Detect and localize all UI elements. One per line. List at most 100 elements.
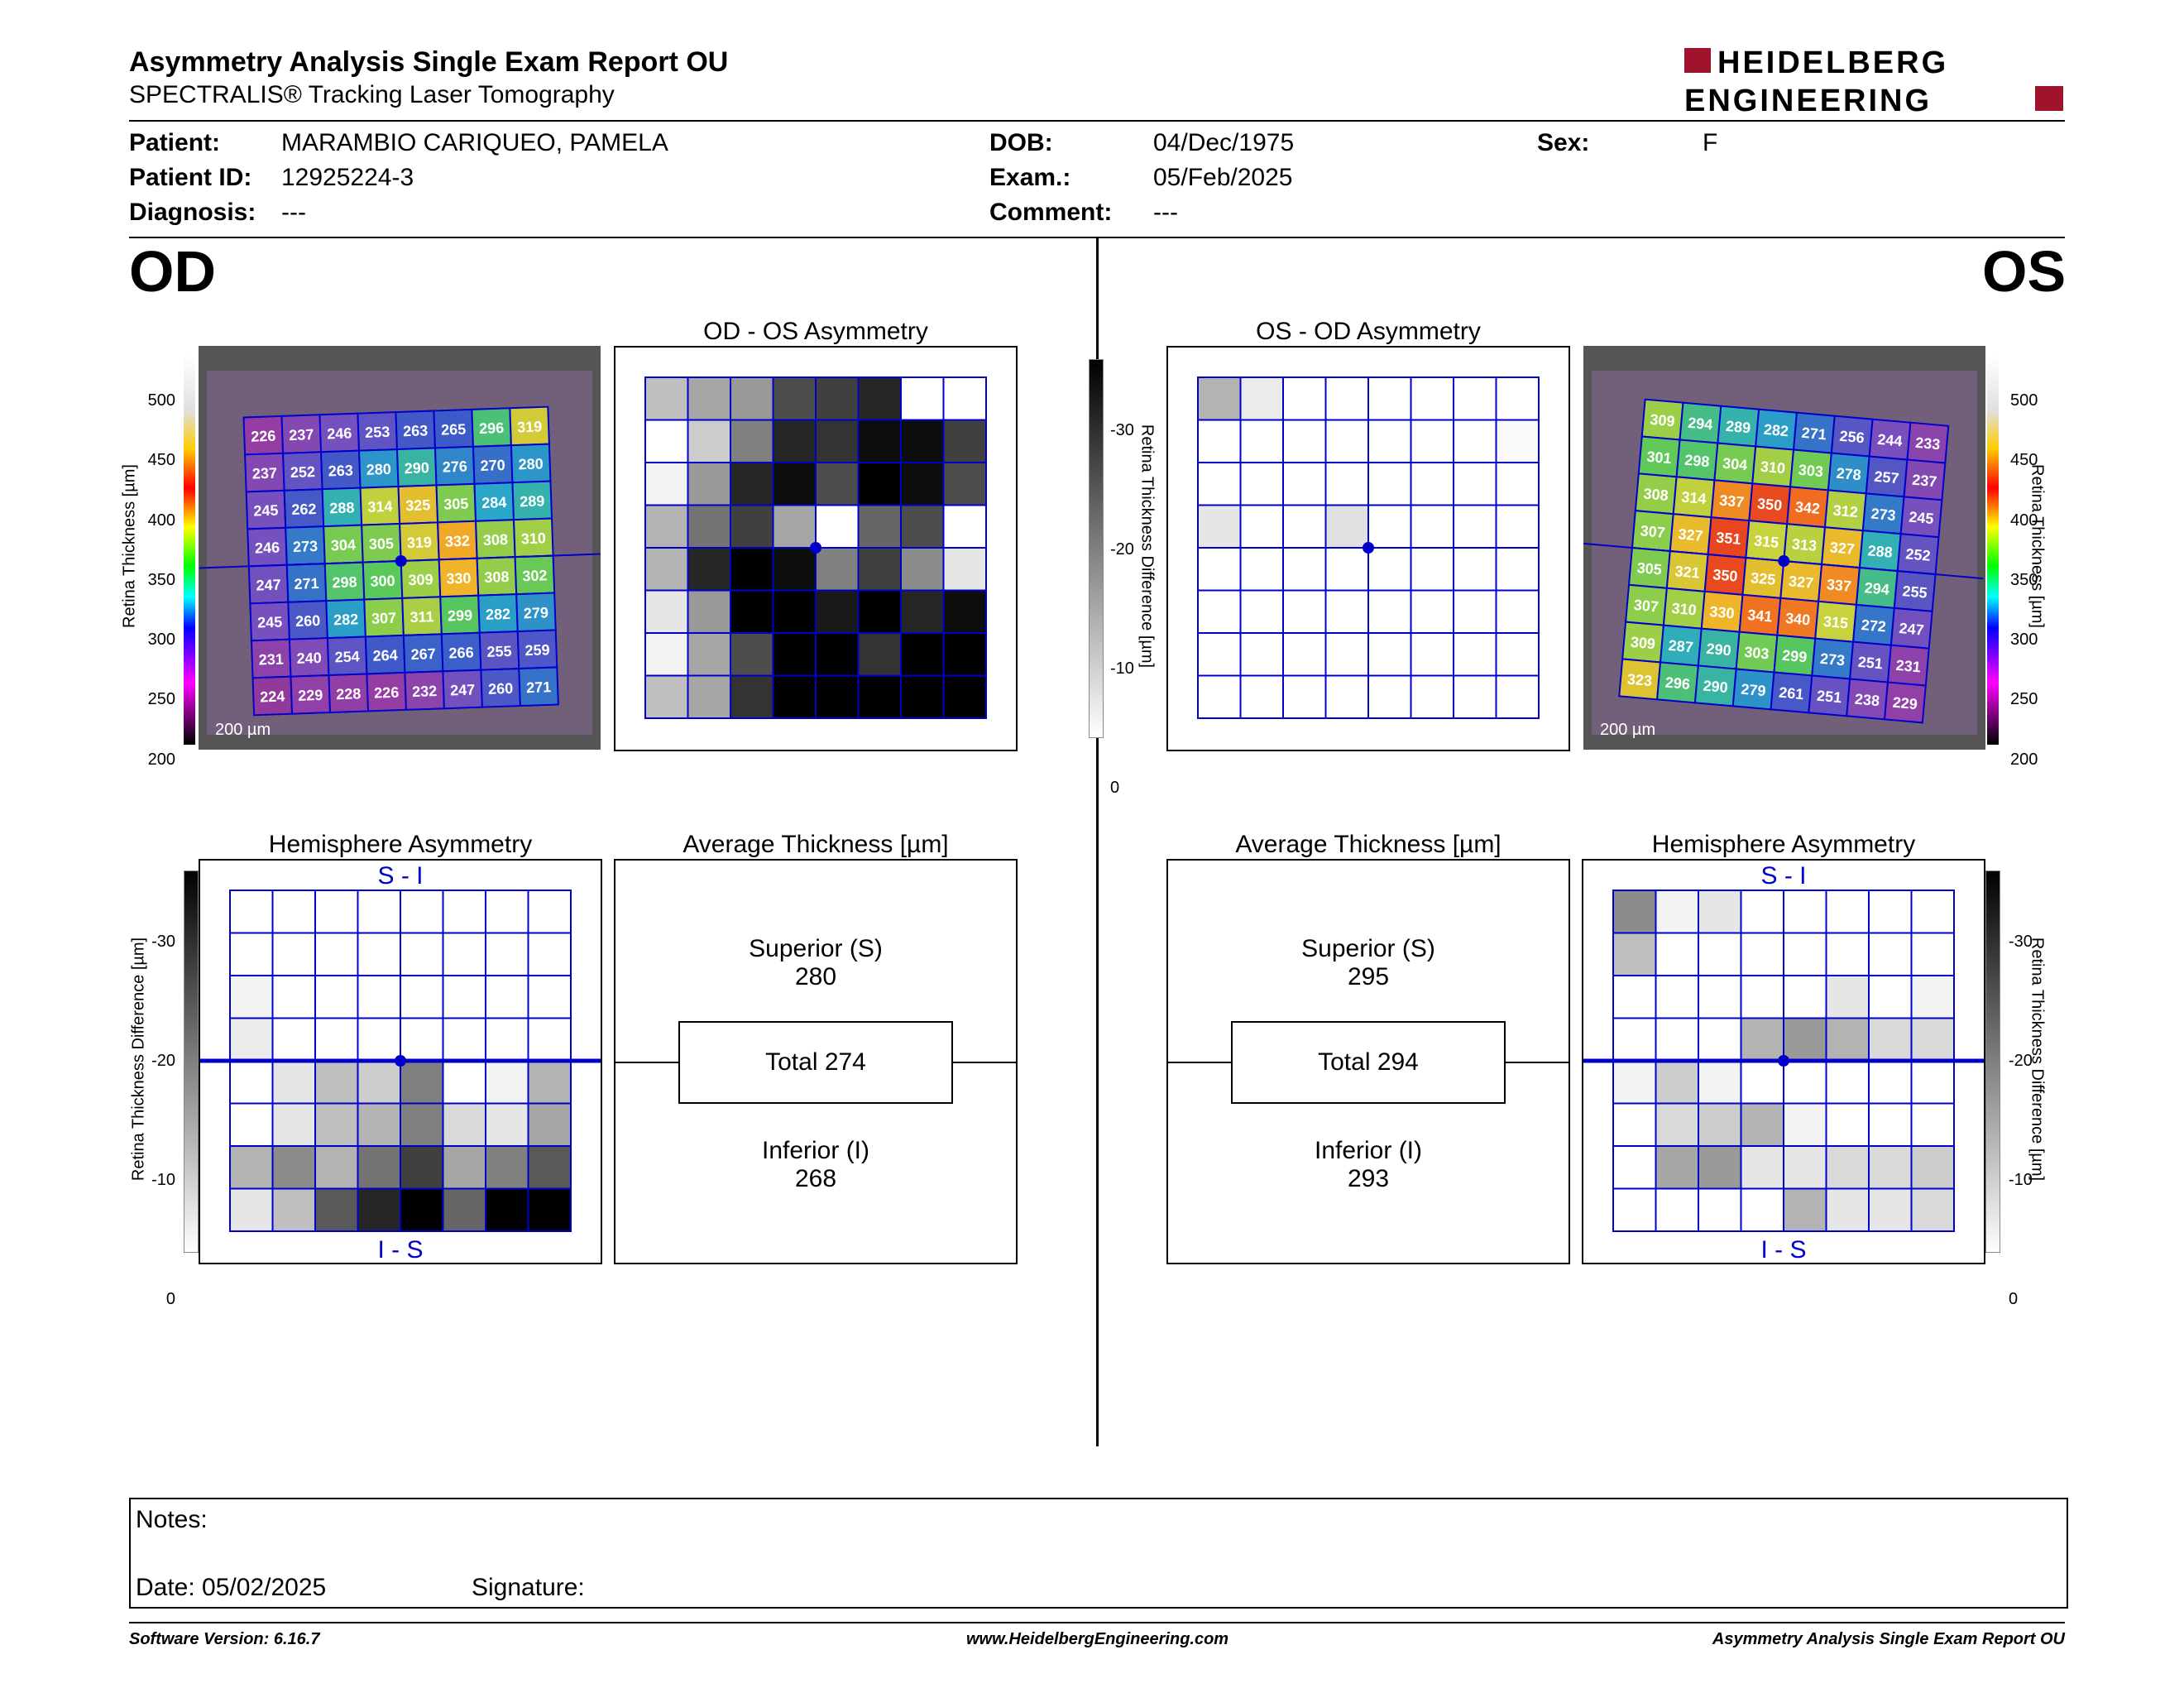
os-asym-cell-2-2 <box>1282 462 1327 506</box>
od-thickness-value-2-0: 245 <box>253 502 279 520</box>
od-thickness-value-4-2: 298 <box>332 573 357 591</box>
os-asym-cell-0-4 <box>1367 376 1412 421</box>
od-hemi-cell-1-1 <box>271 932 316 976</box>
od-hemi-cell-2-1 <box>271 975 316 1019</box>
od-hemi-cell-3-1 <box>271 1017 316 1062</box>
od-hemi-cell-3-5 <box>442 1017 486 1062</box>
od-hemi-cell-1-0 <box>229 932 274 976</box>
os-hemi-cell-5-6 <box>1868 1102 1913 1147</box>
os-thickness-value-3-3: 315 <box>1753 532 1779 551</box>
os-thickness-cell-7-7 <box>1883 681 1927 724</box>
od-hemi-cell-6-5 <box>442 1145 486 1190</box>
od-asym-panel <box>614 346 1018 751</box>
od-asym-cell-5-0 <box>644 589 689 634</box>
center-divider <box>1096 238 1099 1446</box>
od-hemi-title: Hemisphere Asymmetry <box>268 831 533 858</box>
od-asym-cell-2-4 <box>815 462 860 506</box>
os-hemi-top-label: S - I <box>1760 862 1806 890</box>
od-thickness-value-3-5: 332 <box>445 533 471 550</box>
od-asym-cell-0-2 <box>730 376 774 421</box>
od-hemi-cell-0-5 <box>442 890 486 934</box>
od-asym-cell-4-0 <box>644 547 689 592</box>
os-asym-cell-3-1 <box>1239 504 1284 549</box>
os-hemi-cell-7-2 <box>1698 1187 1742 1232</box>
logo-line1: HEIDELBERG <box>1717 46 1948 80</box>
footer-report-name: Asymmetry Analysis Single Exam Report OU <box>1712 1630 2065 1648</box>
os-asym-cell-0-1 <box>1239 376 1284 421</box>
os-hemi-cell-6-0 <box>1612 1145 1657 1190</box>
od-thickness-value-2-5: 305 <box>443 496 469 513</box>
os-asym-cell-2-6 <box>1453 462 1497 506</box>
os-hemi-cell-0-2 <box>1698 890 1742 934</box>
website-link[interactable]: www.HeidelbergEngineering.com <box>966 1630 1229 1648</box>
os-hemi-cell-2-2 <box>1698 975 1742 1019</box>
notes-box[interactable]: Notes: Date: 05/02/2025 Signature: <box>129 1498 2068 1609</box>
od-hemi-cell-4-6 <box>485 1060 529 1105</box>
os-total-box: Total 294 <box>1231 1021 1506 1104</box>
od-asym-cell-3-3 <box>772 504 817 549</box>
od-thickness-value-2-3: 314 <box>367 498 393 516</box>
od-asym-cell-3-1 <box>687 504 731 549</box>
os-hemi-cell-6-5 <box>1825 1145 1870 1190</box>
os-thickness-value-7-0: 323 <box>1626 671 1653 690</box>
od-asym-cell-0-4 <box>815 376 860 421</box>
notes-label: Notes: <box>136 1506 208 1533</box>
os-asym-cell-5-3 <box>1324 589 1369 634</box>
od-asym-cell-1-6 <box>900 419 945 463</box>
os-thickness-value-5-5: 315 <box>1822 613 1849 632</box>
od-thickness-value-0-3: 253 <box>365 424 390 441</box>
os-hemi-cell-2-6 <box>1868 975 1913 1019</box>
os-asym-cell-5-1 <box>1239 589 1284 634</box>
os-hemi-cell-3-4 <box>1783 1017 1827 1062</box>
od-asym-cell-6-4 <box>815 632 860 677</box>
od-thickness-value-0-2: 246 <box>327 424 352 442</box>
os-asym-cell-2-0 <box>1197 462 1242 506</box>
os-asym-cell-3-5 <box>1410 504 1454 549</box>
os-thickness-value-0-0: 309 <box>1650 411 1676 430</box>
od-hemi-cell-5-3 <box>357 1102 401 1147</box>
od-asym-cell-4-6 <box>900 547 945 592</box>
footer-divider <box>129 1622 2065 1623</box>
os-thickness-value-4-4: 327 <box>1788 573 1814 592</box>
os-hemi-cell-3-6 <box>1868 1017 1913 1062</box>
os-asym-cell-4-7 <box>1495 547 1540 592</box>
od-asym-cell-1-1 <box>687 419 731 463</box>
od-thickness-value-1-2: 263 <box>328 462 353 479</box>
od-asym-cell-7-7 <box>942 674 987 719</box>
od-hemi-cell-0-7 <box>527 890 572 934</box>
od-hemi-cell-3-3 <box>357 1017 401 1062</box>
od-hemi-cell-3-7 <box>527 1017 572 1062</box>
od-hemi-cell-1-6 <box>485 932 529 976</box>
od-thickness-value-1-5: 276 <box>442 458 467 476</box>
os-asym-cell-5-5 <box>1410 589 1454 634</box>
os-thickness-value-6-5: 273 <box>1819 650 1846 669</box>
os-asym-cell-7-6 <box>1453 674 1497 719</box>
os-asym-cell-6-4 <box>1367 632 1412 677</box>
od-thickness-value-1-1: 252 <box>290 463 316 481</box>
os-thickness-value-1-0: 301 <box>1646 448 1673 468</box>
os-avg-panel: Superior (S) 295 Total 294 Inferior (I) … <box>1166 859 1570 1264</box>
os-thickness-value-4-6: 294 <box>1864 579 1890 598</box>
os-asym-cell-6-2 <box>1282 632 1327 677</box>
od-thickness-value-0-0: 226 <box>251 428 276 445</box>
od-hemi-cell-1-5 <box>442 932 486 976</box>
os-asym-cell-7-7 <box>1495 674 1540 719</box>
os-thickness-map: 309 294 289 282 271 256 244 233 301 298 304 310 303 2… <box>1583 346 1985 750</box>
od-asym-cell-5-5 <box>857 589 902 634</box>
od-hemi-cell-6-3 <box>357 1145 401 1190</box>
od-asym-cell-5-7 <box>942 589 987 634</box>
os-asym-title: OS - OD Asymmetry <box>1256 318 1481 345</box>
os-asym-cell-3-6 <box>1453 504 1497 549</box>
patient-value: MARAMBIO CARIQUEO, PAMELA <box>281 129 668 156</box>
os-asym-cell-7-4 <box>1367 674 1412 719</box>
od-asym-cell-5-3 <box>772 589 817 634</box>
od-hemi-cell-3-6 <box>485 1017 529 1062</box>
os-thickness-value-5-2: 330 <box>1709 603 1736 622</box>
od-asym-cell-6-5 <box>857 632 902 677</box>
os-thickness-value-2-2: 337 <box>1718 492 1745 511</box>
os-hemi-cell-3-1 <box>1655 1017 1699 1062</box>
od-asym-cell-0-5 <box>857 376 902 421</box>
od-asym-cell-7-0 <box>644 674 689 719</box>
os-thickness-value-4-0: 305 <box>1636 559 1663 578</box>
od-thickness-value-0-1: 237 <box>289 426 314 444</box>
